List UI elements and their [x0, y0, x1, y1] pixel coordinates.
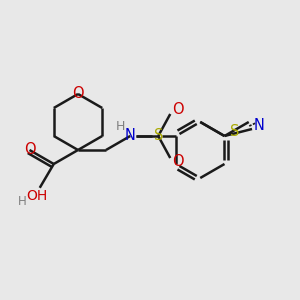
Text: H: H: [116, 119, 125, 133]
Text: S: S: [230, 124, 239, 140]
Text: O: O: [72, 86, 84, 101]
Text: OH: OH: [26, 189, 47, 203]
Text: O: O: [24, 142, 35, 158]
Text: O: O: [172, 103, 184, 118]
Text: N: N: [253, 118, 264, 134]
Text: O: O: [172, 154, 184, 169]
Text: S: S: [154, 128, 163, 143]
Text: H: H: [17, 195, 26, 208]
Text: N: N: [125, 128, 136, 143]
